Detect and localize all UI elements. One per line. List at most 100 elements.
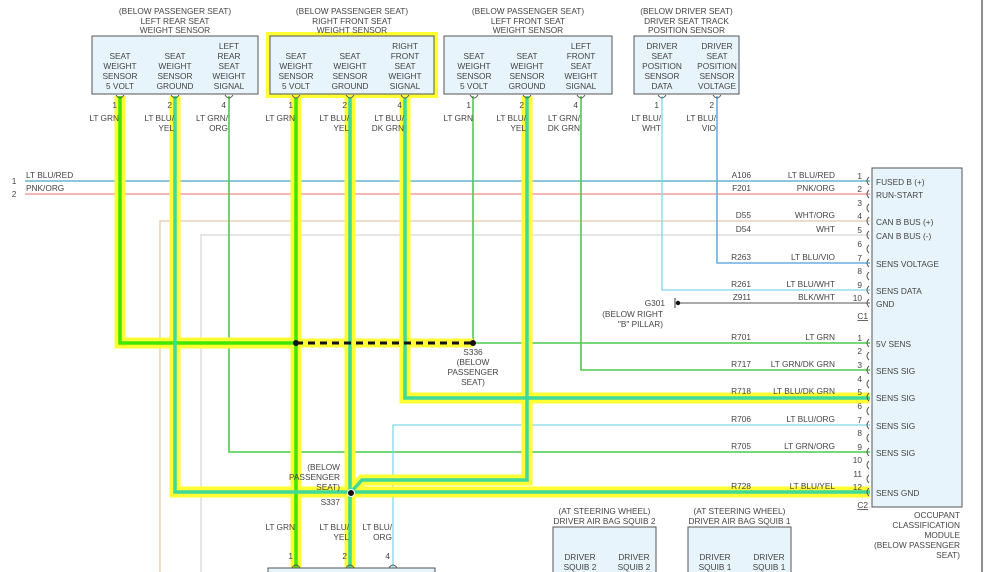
module-title: CLASSIFICATION [892,520,960,530]
wire-color-label: LT GRN [443,113,473,123]
module-pin-number: 7 [857,253,862,263]
wire-lr-5v-highlighted [118,96,296,345]
pin-function-label: WEIGHT [510,61,543,71]
pin-function-label: SIGNAL [214,81,245,91]
module-pin-function: RUN-START [876,190,923,200]
sensor-title: LEFT FRONT SEAT [491,16,565,26]
squib-pin-label: DRIVER [699,552,730,562]
sensor-title: WEIGHT SENSOR [493,25,563,35]
pin-terminal-icon [866,203,870,213]
squib-pin-label: SQUIB 1 [699,562,732,572]
pin-number: 4 [397,100,402,110]
pin-function-label: DATA [652,81,673,91]
module-pin-function: SENS DATA [876,286,922,296]
pin-function-label: SIGNAL [566,81,597,91]
splice-s337-label: S337 [321,497,341,507]
wire-lf-ground-highlighted-glow [346,96,533,496]
pin-terminal-icon [866,460,870,470]
pin-function-label: SENSOR [332,71,367,81]
pin-terminal-icon [469,94,479,99]
wire-lt-blu-wht [661,96,870,291]
squib-pin-label: SQUIB 2 [618,562,651,572]
pin-terminal-icon [866,230,870,240]
squib-location: (AT STEERING WHEEL) [694,506,786,516]
module-pin-number: 3 [857,198,862,208]
pin-function-label: SIGNAL [390,81,421,91]
pin-function-label: SENSOR [509,71,544,81]
pin-function-label: SEAT [164,51,185,61]
module-title: OCCUPANT [914,510,960,520]
pin-terminal-icon [866,285,870,295]
module-pin-function: SENS SIG [876,366,915,376]
pin-function-label: WEIGHT [564,71,597,81]
sensor-box [91,35,259,95]
pin-number: 2 [167,100,172,110]
circuit-color: PNK/ORG [797,183,835,193]
circuit-id: Z911 [733,292,752,302]
pin-function-label: WEIGHT [457,61,490,71]
pin-number: 1 [466,100,471,110]
pin-function-label: SENSOR [644,71,679,81]
sensor-box [443,35,613,95]
wire-lt-blu-org [392,424,870,572]
connector-c1-label: C1 [857,311,868,321]
pin-terminal-icon [866,406,870,416]
module-pin-function: SENS VOLTAGE [876,259,939,269]
sensor-location: (BELOW PASSENGER SEAT) [119,6,231,16]
pin-function-label: SENSOR [102,71,137,81]
sensor-location: (BELOW DRIVER SEAT) [640,6,733,16]
module-pin-function: 5V SENS [876,339,912,349]
wire-lf-ground-highlighted [349,96,529,494]
squib-title: DRIVER AIR BAG SQUIB 1 [689,516,791,526]
wire-color-label: LT BLU/ [631,113,661,123]
pin-number: 2 [342,551,347,561]
sensor-connector [443,35,613,95]
wire-lr-5v-highlighted-glow [114,96,296,349]
squib-pin-label: SQUIB 1 [753,562,786,572]
circuit-id: R717 [731,359,751,369]
circuit-color: LT BLU/ORG [786,414,835,424]
circuit-id: R701 [731,332,751,342]
squib-connector-box [687,526,792,572]
wire-color-label: LT BLU/ [374,113,404,123]
sensor-title: WEIGHT SENSOR [317,25,387,35]
module-pin-function: SENS SIG [876,448,915,458]
circuit-color: WHT/ORG [795,210,835,220]
wire-color-label: LT BLU/ [362,522,392,532]
module-pin-number: 7 [857,415,862,425]
sensor-box [633,35,740,95]
pin-terminal-icon [224,94,234,99]
pin-function-label: GROUND [157,81,194,91]
wire-color-label: LT BLU/ [144,113,174,123]
wire-color-label: LT GRN [265,113,295,123]
circuit-id: R705 [731,441,751,451]
circuit-id: R728 [731,481,751,491]
pin-function-label: SEAT [706,51,727,61]
input-wire-label: LT BLU/RED [26,170,73,180]
squib-connector-box [552,526,657,572]
circuit-color: LT BLU/WHT [786,279,835,289]
circuit-id: R706 [731,414,751,424]
sensor-location: (BELOW PASSENGER SEAT) [472,6,584,16]
pin-function-label: VOLTAGE [698,81,736,91]
pin-number: 4 [221,100,226,110]
pin-function-label: SEAT [285,51,306,61]
splice-s336-dot [470,340,476,346]
pin-terminal-icon [866,474,870,484]
pin-function-label: FRONT [567,51,596,61]
module-pin-function: CAN B BUS (+) [876,217,934,227]
splice-s337-label: (BELOW [307,462,340,472]
ground-location: (BELOW RIGHT [602,309,663,319]
input-pin-number: 2 [12,189,17,199]
wire-color-label: LT BLU/ [319,113,349,123]
ground-dot [675,300,681,306]
sensor-location: (BELOW PASSENGER SEAT) [296,6,408,16]
splice-dot [293,340,299,346]
pin-number: 4 [573,100,578,110]
pin-function-label: SEAT [218,61,239,71]
module-pin-number: 4 [857,211,862,221]
module-pin-number: 6 [857,401,862,411]
pin-number: 1 [654,100,659,110]
module-pin-number: 12 [853,482,863,492]
splice-s336-label: PASSENGER [447,367,498,377]
